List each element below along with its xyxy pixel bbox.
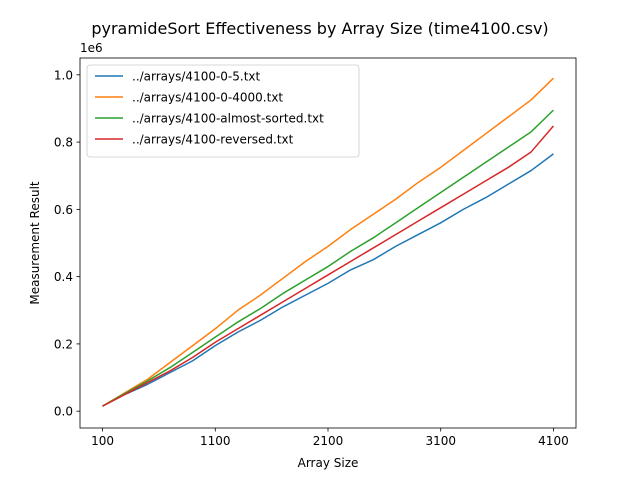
- x-tick-label-2100: 2100: [313, 434, 344, 448]
- y-axis-label: Measurement Result: [28, 181, 42, 305]
- x-tick-label-100: 100: [91, 434, 114, 448]
- x-axis-label: Array Size: [298, 456, 359, 470]
- y-tick-label-0.2: 0.2: [54, 337, 73, 351]
- y-tick-label-0.0: 0.0: [54, 405, 73, 419]
- legend-label-3: ../arrays/4100-almost-sorted.txt: [132, 112, 324, 126]
- x-tick-label-3100: 3100: [425, 434, 456, 448]
- y-tick-label-0.6: 0.6: [54, 203, 73, 217]
- y-axis-offset-label: 1e6: [80, 41, 103, 55]
- legend-box: [86, 64, 360, 158]
- legend-label-1: ../arrays/4100-0-5.txt: [132, 70, 261, 84]
- series-line-3: [102, 109, 554, 407]
- y-tick-label-0.8: 0.8: [54, 136, 73, 150]
- legend-label-4: ../arrays/4100-reversed.txt: [132, 133, 294, 147]
- x-tick-label-1100: 1100: [200, 434, 231, 448]
- plot-area: 100 1100 2100 3100 4100 0.0 0.2 0.4 0.6 0.8 1.0 ../…: [54, 57, 577, 448]
- y-tick-label-0.4: 0.4: [54, 270, 73, 284]
- legend-label-2: ../arrays/4100-0-4000.txt: [132, 91, 283, 105]
- x-tick-label-4100: 4100: [538, 434, 569, 448]
- y-tick-label-1.0: 1.0: [54, 68, 73, 82]
- series-line-4: [102, 125, 555, 407]
- series-line-1: [102, 153, 554, 407]
- chart-title: pyramideSort Effectiveness by Array Size…: [91, 19, 548, 38]
- series-line-2: [102, 77, 554, 407]
